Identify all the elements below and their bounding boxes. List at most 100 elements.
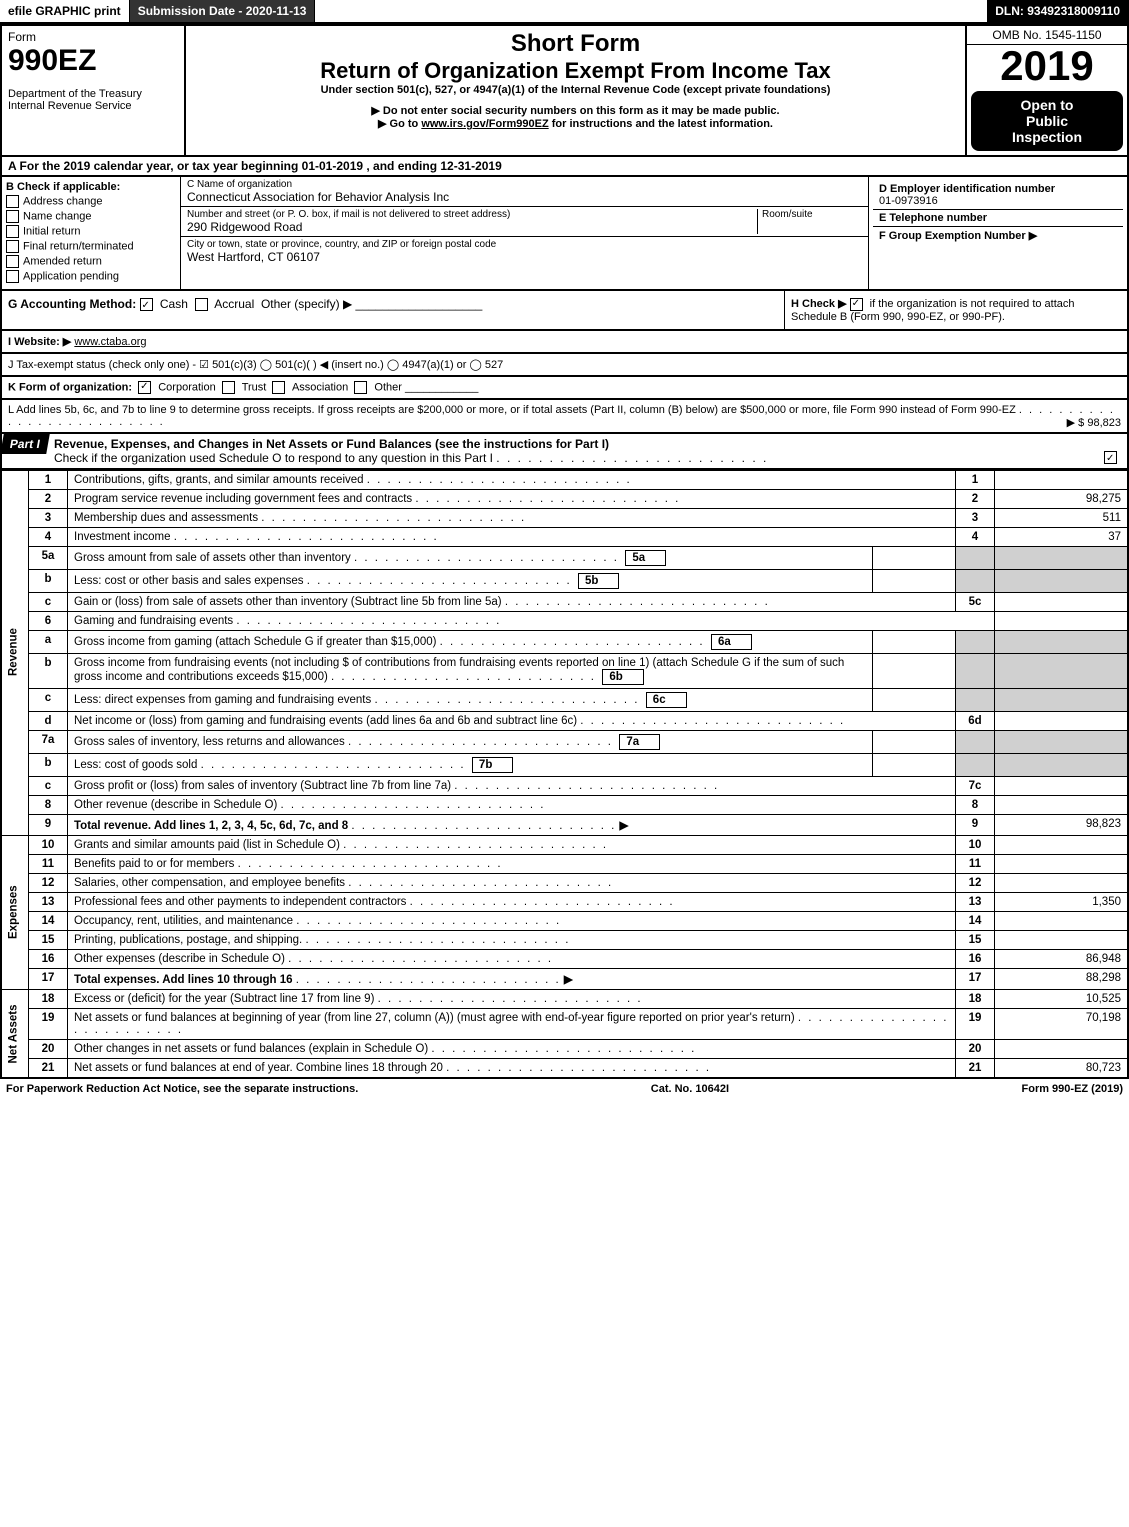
line-desc: Excess or (deficit) for the year (Subtra… xyxy=(68,989,956,1008)
table-row: bLess: cost or other basis and sales exp… xyxy=(1,569,1128,592)
room-label: Room/suite xyxy=(757,209,862,234)
line-ref: 4 xyxy=(956,527,995,546)
line-ref: 11 xyxy=(956,854,995,873)
line-number: 5a xyxy=(29,546,68,569)
street-value: 290 Ridgewood Road xyxy=(187,220,757,234)
line-amount: 70,198 xyxy=(995,1008,1129,1039)
corp-label: Corporation xyxy=(158,381,215,393)
line-number: c xyxy=(29,688,68,711)
line-desc: Gross sales of inventory, less returns a… xyxy=(68,730,873,753)
line-ref: 16 xyxy=(956,949,995,968)
l-amount: ▶ $ 98,823 xyxy=(1067,416,1121,429)
line-amount: 98,275 xyxy=(995,489,1129,508)
cb-initial-return[interactable]: Initial return xyxy=(23,225,80,237)
accrual-label: Accrual xyxy=(214,297,254,311)
table-row: 16Other expenses (describe in Schedule O… xyxy=(1,949,1128,968)
city-label: City or town, state or province, country… xyxy=(187,239,862,250)
line-amount: 98,823 xyxy=(995,814,1129,835)
line-desc: Professional fees and other payments to … xyxy=(68,892,956,911)
table-row: 13Professional fees and other payments t… xyxy=(1,892,1128,911)
line-desc: Salaries, other compensation, and employ… xyxy=(68,873,956,892)
g-h-row: G Accounting Method: Cash Accrual Other … xyxy=(0,291,1129,331)
line-amount xyxy=(995,753,1129,776)
cb-trust[interactable] xyxy=(222,381,235,394)
box-d: D Employer identification number 01-0973… xyxy=(869,177,1127,289)
org-name: Connecticut Association for Behavior Ana… xyxy=(187,190,862,204)
line-amount xyxy=(995,546,1129,569)
line-desc: Gross income from fundraising events (no… xyxy=(68,653,873,688)
line-ref xyxy=(956,753,995,776)
cb-name-change[interactable]: Name change xyxy=(23,210,92,222)
line-desc: Gain or (loss) from sale of assets other… xyxy=(68,592,956,611)
table-row: bGross income from fundraising events (n… xyxy=(1,653,1128,688)
line-number: 12 xyxy=(29,873,68,892)
line-number: 4 xyxy=(29,527,68,546)
k-row: K Form of organization: Corporation Trus… xyxy=(0,377,1129,400)
table-row: 7aGross sales of inventory, less returns… xyxy=(1,730,1128,753)
line-desc: Less: cost of goods sold 7b xyxy=(68,753,873,776)
line-amount xyxy=(995,776,1129,795)
efile-print-button[interactable]: efile GRAPHIC print xyxy=(0,0,130,22)
i-label: I Website: ▶ xyxy=(8,336,71,348)
cb-h-check[interactable] xyxy=(850,298,863,311)
table-row: 20Other changes in net assets or fund ba… xyxy=(1,1039,1128,1058)
table-row: 11Benefits paid to or for members 11 xyxy=(1,854,1128,873)
cb-part1-schedule-o[interactable] xyxy=(1104,451,1117,464)
line-desc: Membership dues and assessments xyxy=(68,508,956,527)
table-row: 2Program service revenue including gover… xyxy=(1,489,1128,508)
line-number: 7a xyxy=(29,730,68,753)
line-number: 13 xyxy=(29,892,68,911)
line-desc: Investment income xyxy=(68,527,956,546)
footer: For Paperwork Reduction Act Notice, see … xyxy=(0,1079,1129,1099)
line-ref xyxy=(956,688,995,711)
form-header: Form 990EZ Department of the Treasury In… xyxy=(0,24,1129,157)
line-desc: Total expenses. Add lines 10 through 16 … xyxy=(68,968,956,989)
line-ref: 12 xyxy=(956,873,995,892)
line-desc: Total revenue. Add lines 1, 2, 3, 4, 5c,… xyxy=(68,814,956,835)
i-row: I Website: ▶ www.ctaba.org xyxy=(0,331,1129,354)
line-amount xyxy=(995,569,1129,592)
inner-value xyxy=(873,730,956,753)
table-row: 6Gaming and fundraising events xyxy=(1,611,1128,630)
title-main: Return of Organization Exempt From Incom… xyxy=(190,58,961,84)
table-row: 21Net assets or fund balances at end of … xyxy=(1,1058,1128,1078)
line-number: 6 xyxy=(29,611,68,630)
cb-other[interactable] xyxy=(354,381,367,394)
cb-final-return[interactable]: Final return/terminated xyxy=(23,240,134,252)
line-ref: 9 xyxy=(956,814,995,835)
line-desc: Occupancy, rent, utilities, and maintena… xyxy=(68,911,956,930)
line-number: 9 xyxy=(29,814,68,835)
section-label-netassets: Net Assets xyxy=(1,989,29,1078)
group-exemption-label: F Group Exemption Number ▶ xyxy=(879,230,1037,242)
cb-amended-return[interactable]: Amended return xyxy=(23,255,102,267)
inner-value xyxy=(873,569,956,592)
line-number: 14 xyxy=(29,911,68,930)
line-number: 3 xyxy=(29,508,68,527)
line-number: c xyxy=(29,776,68,795)
table-row: cGross profit or (loss) from sales of in… xyxy=(1,776,1128,795)
inner-value xyxy=(873,546,956,569)
line-number: 11 xyxy=(29,854,68,873)
part1-label: Part I xyxy=(0,434,50,454)
line-desc: Grants and similar amounts paid (list in… xyxy=(68,835,956,854)
cb-assoc[interactable] xyxy=(272,381,285,394)
line-desc: Gross profit or (loss) from sales of inv… xyxy=(68,776,956,795)
under-section: Under section 501(c), 527, or 4947(a)(1)… xyxy=(190,84,961,96)
goto-link[interactable]: www.irs.gov/Form990EZ xyxy=(421,118,548,130)
website-link[interactable]: www.ctaba.org xyxy=(74,336,146,348)
line-amount: 86,948 xyxy=(995,949,1129,968)
line-amount xyxy=(995,653,1129,688)
cb-corp[interactable] xyxy=(138,381,151,394)
line-amount xyxy=(995,470,1129,489)
cb-accrual[interactable] xyxy=(195,298,208,311)
line-number: 17 xyxy=(29,968,68,989)
cb-application-pending[interactable]: Application pending xyxy=(23,270,119,282)
line-ref: 1 xyxy=(956,470,995,489)
line-number: 21 xyxy=(29,1058,68,1078)
cb-address-change[interactable]: Address change xyxy=(23,195,103,207)
line-number: c xyxy=(29,592,68,611)
cb-cash[interactable] xyxy=(140,298,153,311)
line-number: 10 xyxy=(29,835,68,854)
line-amount xyxy=(995,873,1129,892)
line-amount xyxy=(995,630,1129,653)
